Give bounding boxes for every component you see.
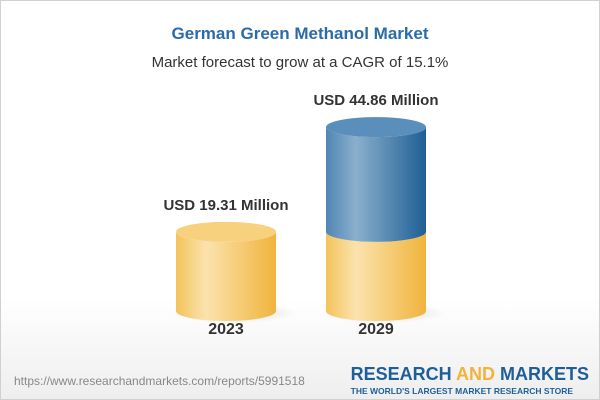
chart-area: USD 19.31 Million 2023 USD 44.86 Million 20… [163, 92, 446, 338]
logo-tagline: THE WORLD'S LARGEST MARKET RESEARCH STOR… [350, 386, 574, 396]
research-and-markets-logo: RESEARCH AND MARKETS THE WORLD'S LARGEST… [350, 364, 589, 396]
chart-subtitle: Market forecast to grow at a CAGR of 15.… [151, 54, 449, 71]
data-label: USD 44.86 Million [313, 92, 438, 109]
cylinder-2023-top [176, 221, 276, 242]
cylinder-base-2029-body [326, 231, 426, 321]
cylinder-growth-2029-top [326, 117, 426, 138]
data-label: USD 19.31 Million [163, 197, 288, 214]
category-label: 2029 [358, 321, 394, 338]
chart-title: German Green Methanol Market [171, 24, 429, 43]
category-label: 2023 [208, 321, 244, 338]
cylinder-2023-body [176, 231, 276, 321]
source-url[interactable]: https://www.researchandmarkets.com/repor… [14, 374, 305, 388]
cylinder-growth-2029-body [326, 127, 426, 242]
